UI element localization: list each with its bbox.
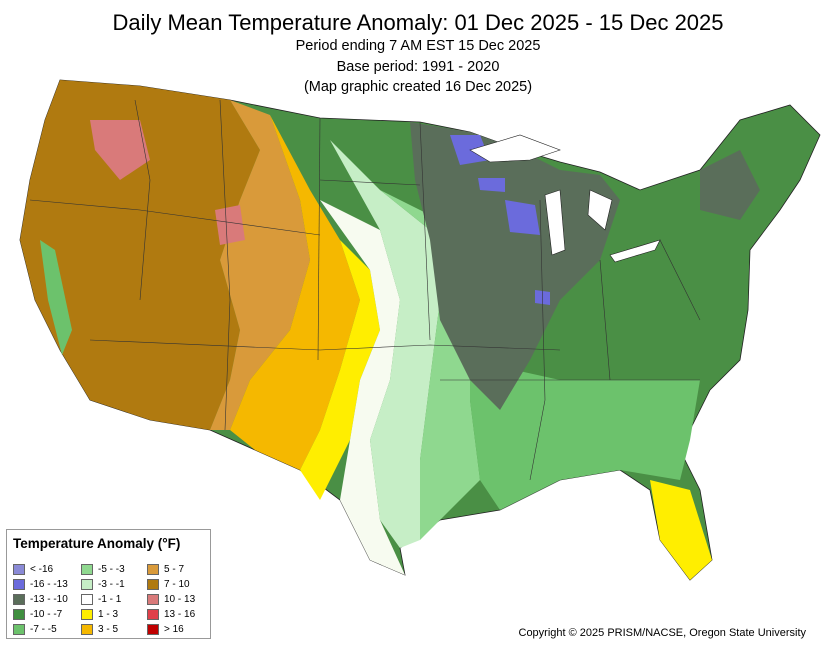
copyright-text: Copyright © 2025 PRISM/NACSE, Oregon Sta… — [518, 627, 807, 639]
map-title: Daily Mean Temperature Anomaly: 01 Dec 2… — [112, 10, 724, 35]
region-purple-3 — [478, 178, 505, 192]
legend-item: > 16 — [147, 624, 184, 636]
legend-item: -10 - -7 — [13, 609, 62, 621]
legend-item: 7 - 10 — [147, 579, 190, 591]
subtitle-created: (Map graphic created 16 Dec 2025) — [303, 79, 533, 95]
legend-item: -1 - 1 — [81, 594, 121, 606]
lake-superior — [469, 134, 561, 163]
lake-huron — [587, 189, 613, 231]
legend-item: 13 - 16 — [147, 609, 195, 621]
region-pink-10-13 — [90, 120, 150, 180]
region-plains-3-1 — [330, 140, 440, 548]
legend-item: 3 - 5 — [81, 624, 118, 636]
region-ca-valley — [40, 240, 72, 355]
legend-item: -3 - -1 — [81, 579, 125, 591]
state-boundaries — [29, 99, 701, 481]
legend-item: 1 - 3 — [81, 609, 118, 621]
region-southeast-7-5 — [470, 360, 700, 510]
legend-box: Temperature Anomaly (°F) < -16 -16 - -13… — [6, 529, 211, 639]
region-plains-1-3 — [300, 200, 380, 500]
region-west-5-7 — [210, 100, 310, 430]
region-purple-2 — [505, 200, 540, 235]
region-pink-10-13b — [215, 205, 245, 245]
subtitle-period: Period ending 7 AM EST 15 Dec 2025 — [295, 38, 541, 54]
subtitle-base-period: Base period: 1991 - 2020 — [336, 59, 500, 75]
region-plains-neutral — [320, 200, 405, 575]
region-midwest-13-10 — [410, 122, 620, 410]
legend-item: 10 - 13 — [147, 594, 195, 606]
legend-item: -7 - -5 — [13, 624, 57, 636]
legend-title: Temperature Anomaly (°F) — [13, 536, 181, 551]
legend-item: -16 - -13 — [13, 579, 68, 591]
lake-michigan — [544, 189, 566, 256]
legend-item: -13 - -10 — [13, 594, 68, 606]
lake-erie — [609, 239, 661, 263]
region-florida-1-3 — [650, 480, 712, 580]
legend-item: < -16 — [13, 564, 53, 576]
legend-item: 5 - 7 — [147, 564, 184, 576]
region-west-7-10 — [20, 80, 260, 430]
legend-item: -5 - -3 — [81, 564, 125, 576]
region-northeast-13-10 — [700, 150, 760, 220]
region-mountain-3-5 — [230, 115, 360, 470]
